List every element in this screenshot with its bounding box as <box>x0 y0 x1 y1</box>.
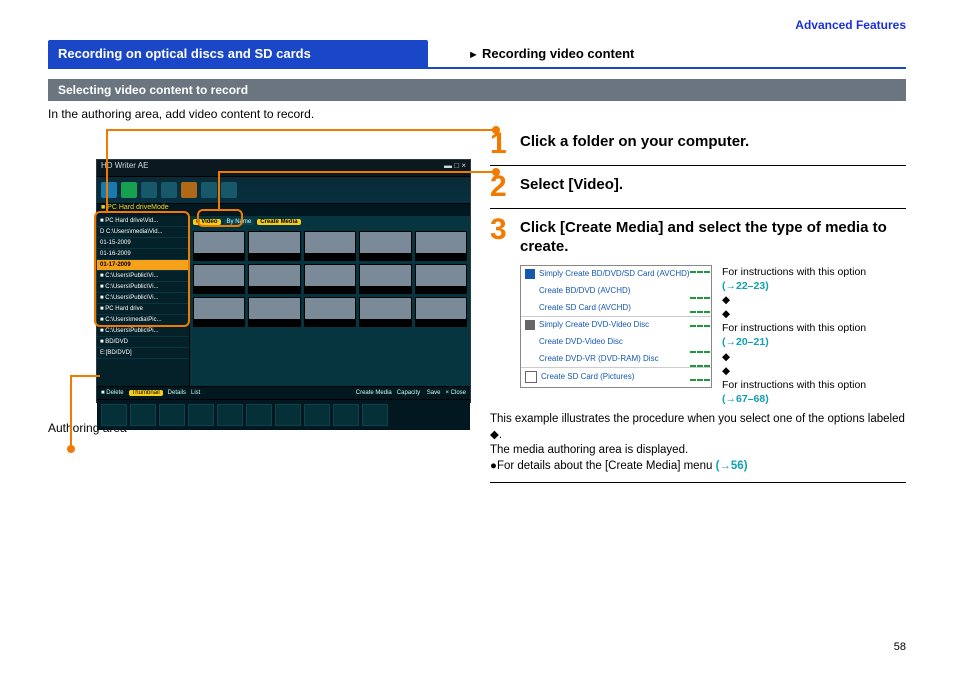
annot-1: For instructions with this option(→22–23… <box>722 265 906 293</box>
video-tab: ■ Video <box>193 219 221 225</box>
folder-tree: ■ PC Hard drive\Vid... D C:\Users\media\… <box>97 216 190 386</box>
lead-text: In the authoring area, add video content… <box>48 107 906 121</box>
diamond-2: ◆ <box>722 307 906 321</box>
header-left-title: Recording on optical discs and SD cards <box>48 40 428 67</box>
diamond-3: ◆ <box>722 350 906 364</box>
page-number: 58 <box>894 641 906 653</box>
section-subheader: Selecting video content to record <box>48 79 906 101</box>
link-56[interactable]: (→56) <box>716 460 748 472</box>
annot-3: For instructions with this option(→67–68… <box>722 378 906 406</box>
mode-bar: ■ PC Hard driveMode <box>97 204 470 216</box>
thumbnail-grid <box>190 228 470 330</box>
annot-2: For instructions with this option(→20–21… <box>722 321 906 349</box>
authoring-strip <box>97 399 470 430</box>
step-2: 2 Select [Video]. <box>490 172 906 202</box>
header-right-breadcrumb: Recording video content <box>428 40 906 67</box>
step-1: 1 Click a folder on your computer. <box>490 129 906 159</box>
create-media-menu: Simply Create BD/DVD/SD Card (AVCHD) Cre… <box>520 265 712 388</box>
body-paragraphs: This example illustrates the procedure w… <box>490 412 906 474</box>
page-header: Recording on optical discs and SD cards … <box>48 40 906 69</box>
app-screenshot: HD Writer AE▬ □ × ■ PC Hard driveMode ■ … <box>96 159 471 403</box>
app-title: HD Writer AE <box>101 161 148 175</box>
diamond-1: ◆ <box>722 293 906 307</box>
diamond-4: ◆ <box>722 364 906 378</box>
step-3: 3 Click [Create Media] and select the ty… <box>490 215 906 257</box>
advanced-features-link[interactable]: Advanced Features <box>795 18 906 32</box>
